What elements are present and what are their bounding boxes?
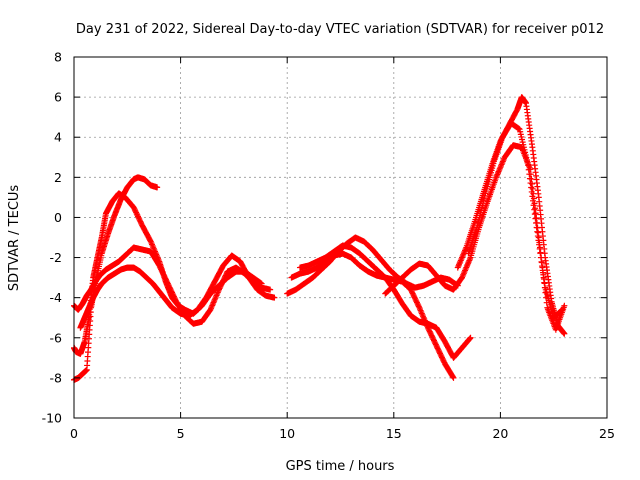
x-tick-label: 10	[279, 426, 295, 441]
series-arc-j	[465, 120, 566, 321]
data-point	[271, 294, 278, 301]
y-tick-label: -2	[50, 250, 62, 265]
data-point	[525, 162, 532, 169]
data-point	[529, 197, 536, 204]
x-tick-label: 5	[177, 426, 185, 441]
data-point	[531, 211, 538, 218]
y-tick-label: 0	[54, 210, 62, 225]
y-tick-label: -8	[50, 370, 63, 385]
data-point	[415, 303, 422, 310]
y-tick-label: 8	[54, 50, 62, 65]
data-point	[466, 335, 473, 342]
data-point	[528, 184, 535, 191]
data-point	[561, 330, 568, 337]
data-point	[533, 224, 540, 231]
data-point	[561, 302, 568, 309]
y-tick-label: 4	[54, 130, 62, 145]
x-tick-label: 25	[599, 426, 615, 441]
data-point	[526, 175, 533, 182]
x-tick-label: 15	[386, 426, 402, 441]
x-tick-label: 0	[70, 426, 78, 441]
data-point	[449, 373, 456, 380]
data-point	[534, 228, 541, 235]
y-tick-label: -10	[42, 411, 62, 426]
data-point	[537, 254, 544, 261]
data-point	[527, 180, 534, 187]
y-tick-label: -4	[50, 290, 63, 305]
data-point	[539, 263, 546, 270]
data-point	[531, 206, 538, 213]
data-point	[525, 166, 532, 173]
data-point	[526, 171, 533, 178]
series-arc-d	[77, 252, 278, 331]
data-point	[534, 233, 541, 240]
data-point	[533, 220, 540, 227]
data-point	[467, 334, 474, 341]
data-point	[541, 280, 548, 287]
axis-ticks: 0 5 10 15 20 25 -10 -8 -6 -4 -2 0 2 4 6 8	[42, 50, 615, 442]
data-point	[536, 245, 543, 252]
data-point	[532, 210, 539, 217]
data-point	[530, 202, 537, 209]
data-point	[450, 374, 457, 381]
data-point	[537, 250, 544, 257]
data-point	[540, 271, 547, 278]
y-tick-label: 2	[54, 170, 62, 185]
x-tick-label: 20	[492, 426, 508, 441]
series-arc-e	[284, 234, 461, 297]
data-point	[267, 286, 274, 293]
x-axis-label: GPS time / hours	[286, 459, 395, 474]
y-axis-label: SDTVAR / TECUs	[7, 185, 22, 292]
data-point	[539, 267, 546, 274]
chart-title: Day 231 of 2022, Sidereal Day-to-day VTE…	[76, 22, 604, 37]
y-tick-label: -6	[50, 330, 63, 345]
data-point	[532, 215, 539, 222]
data-point	[528, 188, 535, 195]
grid-lines	[74, 57, 607, 418]
y-tick-label: 6	[54, 90, 62, 105]
data-point	[538, 258, 545, 265]
data-point	[154, 184, 161, 191]
data-point	[535, 237, 542, 244]
data-point	[536, 241, 543, 248]
plot-frame	[73, 56, 608, 419]
data-point	[529, 193, 536, 200]
data-point	[540, 276, 547, 283]
data-point	[559, 306, 566, 313]
